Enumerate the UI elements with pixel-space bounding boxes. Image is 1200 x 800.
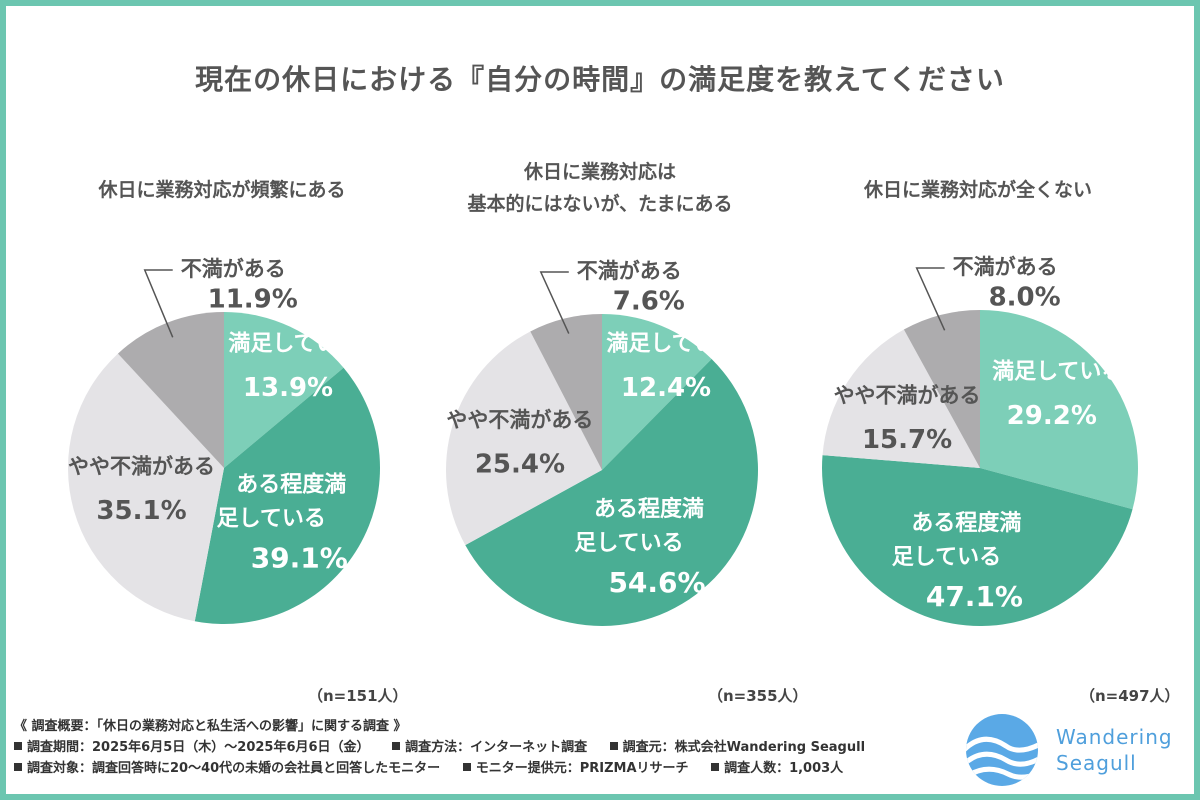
- slice-label-somewhat-satisfied-line2: 足している: [574, 531, 683, 556]
- slice-value-satisfied: 12.4%: [621, 373, 711, 403]
- slice-value-somewhat-satisfied: 47.1%: [926, 580, 1023, 613]
- slice-value-somewhat-dissatisfied: 25.4%: [475, 450, 565, 480]
- wandering-seagull-logo: Wandering Seagull: [960, 712, 1185, 792]
- slice-value-satisfied: 29.2%: [1007, 401, 1097, 431]
- pie-title-occasional-line1: 休日に業務対応は: [523, 161, 676, 183]
- slice-label-somewhat-satisfied-line2: 足している: [217, 506, 326, 531]
- survey-period: 調査期間：2025年6月5日（木）〜2025年6月6日（金）: [14, 737, 370, 758]
- slice-value-dissatisfied: 11.9%: [208, 285, 298, 315]
- pie-slice-somewhat-satisfied: [822, 455, 1133, 626]
- pie-title-none: 休日に業務対応が全くない: [863, 179, 1092, 201]
- sample-size-frequent: （n=151人）: [308, 687, 408, 705]
- survey-overview-row: 調査期間：2025年6月5日（木）〜2025年6月6日（金） 調査方法：インター…: [14, 737, 974, 758]
- slice-label-dissatisfied: 不満がある: [181, 257, 286, 281]
- slice-label-dissatisfied: 不満がある: [953, 255, 1058, 279]
- survey-overview-row: 調査対象：調査回答時に20〜40代の未婚の会社員と回答したモニター モニター提供…: [14, 758, 974, 779]
- sample-size-occasional: （n=355人）: [708, 687, 808, 705]
- survey-overview-title: 《 調査概要：「休日の業務対応と私生活への影響」に関する調査 》: [14, 719, 407, 734]
- pie-slice-somewhat-satisfied: [194, 367, 381, 625]
- slice-value-dissatisfied: 7.6%: [613, 287, 685, 317]
- slice-label-somewhat-satisfied-line1: ある程度満: [911, 510, 1021, 536]
- logo-text-line1: Wandering: [1056, 725, 1173, 749]
- logo-text: Wandering Seagull: [1056, 724, 1173, 776]
- pie-title-occasional-line2: 基本的にはないが、たまにある: [467, 193, 733, 215]
- slice-value-dissatisfied: 8.0%: [989, 283, 1061, 313]
- slice-label-somewhat-dissatisfied: やや不満がある: [68, 455, 215, 479]
- slice-label-satisfied: 満足している: [228, 330, 359, 356]
- pie-slice-satisfied: [980, 310, 1138, 510]
- leader-line: [143, 269, 174, 338]
- slice-label-dissatisfied: 不満がある: [577, 259, 682, 283]
- slice-label-satisfied: 満足している: [992, 358, 1123, 384]
- survey-target: 調査対象：調査回答時に20〜40代の未婚の会社員と回答したモニター: [14, 758, 440, 779]
- pie-slice-dissatisfied: [117, 312, 224, 468]
- survey-method: 調査方法：インターネット調査: [392, 737, 587, 758]
- sample-size-none: （n=497人）: [1080, 687, 1180, 705]
- pie-slice-somewhat-dissatisfied: [446, 331, 602, 546]
- slice-label-somewhat-satisfied-line2: 足している: [892, 545, 1001, 570]
- slice-label-somewhat-dissatisfied: やや不満がある: [446, 408, 593, 432]
- slice-value-satisfied: 13.9%: [243, 373, 333, 403]
- survey-respondents: 調査人数：1,003人: [711, 758, 843, 779]
- slice-value-somewhat-satisfied: 39.1%: [251, 541, 348, 574]
- slice-value-somewhat-satisfied: 54.6%: [608, 566, 705, 599]
- pie-slice-somewhat-dissatisfied: [822, 329, 980, 468]
- pie-title-occasional: 休日に業務対応は 基本的にはないが、たまにある: [420, 156, 780, 220]
- pie-slice-somewhat-satisfied: [465, 359, 758, 626]
- leader-line: [915, 267, 946, 331]
- slice-label-satisfied: 満足している: [606, 331, 737, 357]
- leader-line: [539, 271, 570, 334]
- pie-slice-somewhat-dissatisfied: [67, 353, 224, 622]
- wave-logo-icon: [966, 714, 1038, 786]
- slice-value-somewhat-dissatisfied: 35.1%: [96, 496, 186, 526]
- slice-label-somewhat-satisfied-line1: ある程度満: [236, 471, 346, 497]
- chart-title: 現在の休日における『自分の時間』の満足度を教えてください: [195, 63, 1005, 96]
- slice-value-somewhat-dissatisfied: 15.7%: [862, 425, 952, 455]
- pie-slice-satisfied: [224, 312, 344, 468]
- survey-source: 調査元：株式会社Wandering Seagull: [609, 737, 865, 758]
- pie-slice-dissatisfied: [530, 314, 602, 470]
- survey-panel-provider: モニター提供元：PRIZMAリサーチ: [462, 758, 689, 779]
- survey-overview: 《 調査概要：「休日の業務対応と私生活への影響」に関する調査 》 調査期間：20…: [14, 716, 974, 779]
- slice-label-somewhat-satisfied-line1: ある程度満: [594, 496, 704, 522]
- pie-title-frequent: 休日に業務対応が頻繁にある: [98, 179, 346, 201]
- logo-text-line2: Seagull: [1056, 751, 1137, 775]
- pie-slice-dissatisfied: [903, 310, 980, 468]
- pie-slice-satisfied: [602, 314, 712, 470]
- slice-label-somewhat-dissatisfied: やや不満がある: [834, 384, 981, 408]
